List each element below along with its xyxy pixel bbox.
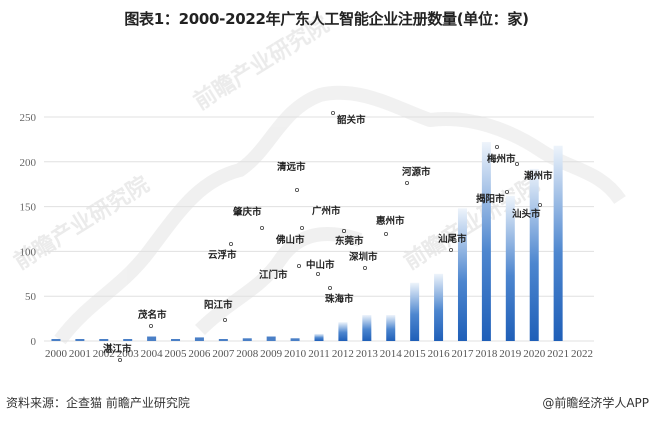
source-note: 资料来源：企查猫 前瞻产业研究院 bbox=[6, 396, 190, 410]
x-tick-label: 2009 bbox=[260, 348, 283, 360]
x-tick-label: 2011 bbox=[308, 348, 330, 360]
x-tick-label: 2001 bbox=[69, 348, 91, 360]
x-tick-label: 2003 bbox=[117, 348, 140, 360]
y-tick-label: 100 bbox=[20, 246, 37, 258]
city-marker bbox=[228, 241, 233, 246]
bar-2010 bbox=[290, 338, 300, 341]
city-marker bbox=[259, 225, 264, 230]
x-tick-label: 2007 bbox=[212, 348, 235, 360]
x-tick-label: 2014 bbox=[380, 348, 403, 360]
bar-2016 bbox=[434, 273, 444, 341]
city-label: 茂名市 bbox=[137, 309, 167, 321]
city-label: 佛山市 bbox=[275, 234, 305, 246]
city-label: 云浮市 bbox=[208, 249, 237, 261]
bar-2005 bbox=[171, 339, 181, 341]
y-tick-label: 50 bbox=[25, 291, 37, 303]
city-marker bbox=[383, 231, 388, 236]
bar-2017 bbox=[457, 208, 467, 341]
bar-2006 bbox=[194, 337, 204, 341]
x-tick-label: 2018 bbox=[475, 348, 498, 360]
city-label: 韶关市 bbox=[337, 114, 366, 126]
city-marker bbox=[494, 144, 499, 149]
bar-2007 bbox=[218, 339, 228, 341]
city-label: 珠海市 bbox=[325, 293, 354, 305]
x-tick-label: 2008 bbox=[236, 348, 259, 360]
city-label: 潮州市 bbox=[524, 170, 553, 182]
bar-2014 bbox=[386, 315, 396, 341]
city-label: 梅州市 bbox=[487, 153, 516, 165]
brand-note: @前瞻经济学人APP bbox=[542, 396, 649, 410]
bar-2008 bbox=[242, 338, 252, 341]
city-marker bbox=[296, 263, 301, 268]
city-marker bbox=[315, 271, 320, 276]
city-marker bbox=[341, 228, 346, 233]
bar-2020 bbox=[529, 168, 539, 341]
city-label: 湛江市 bbox=[103, 343, 132, 355]
city-label: 河源市 bbox=[402, 166, 431, 178]
y-tick-label: 0 bbox=[31, 336, 37, 348]
city-marker bbox=[538, 202, 543, 207]
bar-2001 bbox=[75, 339, 85, 341]
city-marker bbox=[118, 357, 123, 362]
svg-text:前瞻产业研究院: 前瞻产业研究院 bbox=[399, 171, 543, 275]
bar-2000 bbox=[51, 339, 61, 341]
bar-2004 bbox=[147, 336, 157, 341]
bar-2012 bbox=[338, 322, 348, 341]
city-label: 惠州市 bbox=[376, 215, 405, 227]
y-tick-label: 250 bbox=[20, 112, 37, 124]
x-tick-label: 2021 bbox=[547, 348, 569, 360]
city-label: 阳江市 bbox=[204, 299, 233, 311]
city-marker bbox=[148, 323, 153, 328]
x-tick-label: 2013 bbox=[356, 348, 379, 360]
city-label: 东莞市 bbox=[335, 235, 364, 247]
x-tick-label: 2004 bbox=[141, 348, 164, 360]
x-tick-label: 2010 bbox=[284, 348, 307, 360]
city-label: 汕尾市 bbox=[438, 233, 467, 245]
city-label: 中山市 bbox=[306, 259, 335, 271]
chart-title: 图表1：2000-2022年广东人工智能企业注册数量(单位：家) bbox=[124, 10, 529, 28]
x-tick-label: 2022 bbox=[571, 348, 593, 360]
x-tick-label: 2015 bbox=[404, 348, 427, 360]
x-tick-label: 2016 bbox=[428, 348, 451, 360]
city-label: 清远市 bbox=[277, 161, 306, 173]
city-marker bbox=[294, 187, 299, 192]
city-marker bbox=[448, 247, 453, 252]
city-marker bbox=[330, 111, 335, 116]
svg-text:前瞻产业研究院: 前瞻产业研究院 bbox=[9, 171, 153, 275]
bar-2019 bbox=[505, 195, 515, 341]
city-label: 肇庆市 bbox=[233, 206, 262, 218]
city-label: 深圳市 bbox=[349, 251, 378, 263]
city-marker bbox=[362, 265, 367, 270]
x-tick-label: 2000 bbox=[45, 348, 68, 360]
watermark-map bbox=[54, 85, 626, 345]
city-label: 汕头市 bbox=[512, 208, 541, 220]
x-tick-label: 2020 bbox=[523, 348, 546, 360]
bar-2003 bbox=[123, 339, 133, 341]
city-label: 揭阳市 bbox=[476, 193, 505, 205]
x-tick-label: 2006 bbox=[188, 348, 211, 360]
bar-2002 bbox=[99, 339, 109, 341]
bar-2011 bbox=[314, 333, 324, 341]
bar-2009 bbox=[266, 336, 276, 341]
city-label: 江门市 bbox=[259, 269, 288, 281]
city-marker bbox=[327, 285, 332, 290]
y-tick-label: 150 bbox=[20, 202, 37, 214]
bar-2021 bbox=[553, 145, 563, 341]
city-label: 广州市 bbox=[312, 205, 341, 217]
bar-2013 bbox=[362, 315, 372, 341]
city-marker bbox=[299, 225, 304, 230]
bar-2018 bbox=[481, 142, 491, 341]
y-tick-label: 200 bbox=[20, 157, 37, 169]
city-marker bbox=[404, 180, 409, 185]
city-marker bbox=[515, 161, 520, 166]
x-tick-label: 2005 bbox=[165, 348, 188, 360]
city-marker bbox=[504, 189, 509, 194]
x-tick-label: 2019 bbox=[499, 348, 522, 360]
city-marker bbox=[222, 317, 227, 322]
x-tick-label: 2002 bbox=[93, 348, 115, 360]
bar-2015 bbox=[410, 282, 420, 341]
x-tick-label: 2012 bbox=[332, 348, 354, 360]
x-tick-label: 2017 bbox=[451, 348, 474, 360]
